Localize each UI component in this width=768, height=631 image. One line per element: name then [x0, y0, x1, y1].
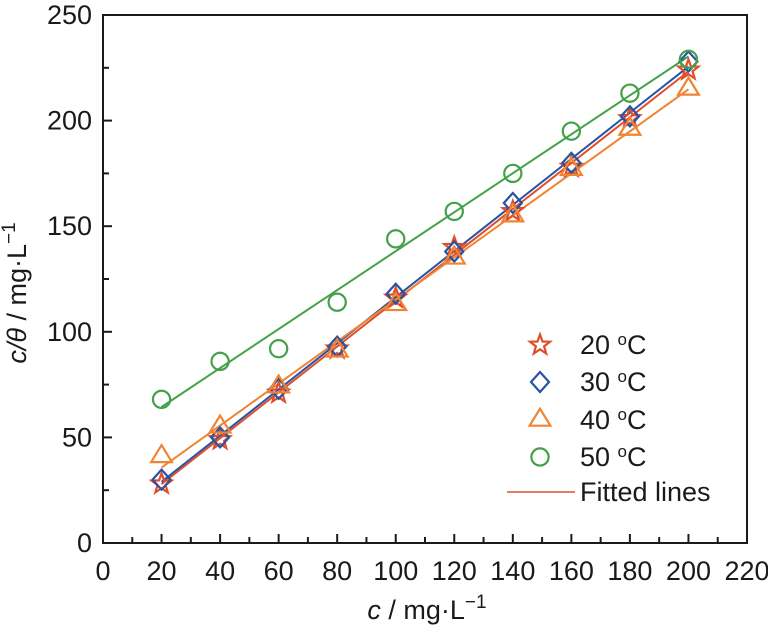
- data-point-triangle-icon: [207, 413, 233, 434]
- data-point-diamond-icon: [560, 151, 582, 175]
- data-point-triangle-icon: [500, 202, 526, 223]
- series-triangle: [149, 75, 701, 464]
- legend-label: 50 oC: [580, 442, 647, 472]
- fitted-lines: [160, 55, 690, 485]
- data-point-triangle-icon: [559, 155, 584, 176]
- data-point-triangle-icon: [441, 244, 467, 265]
- x-tick-label: 200: [666, 556, 711, 586]
- data-point-star-icon: [499, 197, 526, 223]
- x-tick-label: 80: [322, 556, 352, 586]
- legend-item-fitted-lines: Fitted lines: [507, 477, 711, 507]
- x-tick-label: 180: [607, 556, 652, 586]
- data-point-diamond-icon: [443, 239, 465, 264]
- data-point-circle-icon: [327, 292, 347, 312]
- data-point-diamond-icon: [385, 282, 407, 306]
- legend-label: Fitted lines: [580, 477, 711, 507]
- data-point-circle-icon: [620, 83, 640, 103]
- data-point-diamond-icon: [209, 425, 231, 450]
- x-tick-label: 160: [549, 556, 594, 586]
- x-axis-title: c / mg·L−1: [367, 592, 486, 625]
- data-point-circle-icon: [444, 201, 464, 222]
- y-tick-label: 100: [47, 317, 92, 347]
- series-circle: [151, 49, 699, 410]
- legend-item: 50 oC: [530, 442, 647, 472]
- legend-marker-circle-icon: [530, 447, 550, 467]
- legend-item: 40 oC: [527, 405, 647, 435]
- y-tick-label: 0: [77, 528, 92, 558]
- data-point-diamond-icon: [151, 467, 173, 492]
- y-tick-label: 50: [62, 422, 92, 452]
- y-tick-label: 200: [47, 106, 92, 136]
- legend: 20 oC 30 oC 40 oC 50 oC Fitted lines: [507, 330, 711, 507]
- x-tick-label: 140: [490, 556, 535, 586]
- axis-ticks: [102, 14, 748, 544]
- data-point-triangle-icon: [617, 115, 643, 136]
- data-point-circle-icon: [503, 163, 523, 184]
- legend-marker-triangle-icon: [527, 406, 553, 427]
- legend-marker-diamond-icon: [529, 370, 551, 394]
- data-point-circle-icon: [268, 338, 289, 359]
- x-tick-label: 60: [264, 556, 294, 586]
- legend-label: 20 oC: [580, 330, 647, 360]
- y-axis-title: c/θ / mg·L−1: [0, 222, 32, 363]
- x-tick-label: 40: [205, 556, 235, 586]
- legend-label: 40 oC: [580, 405, 647, 435]
- data-point-star-icon: [675, 56, 702, 82]
- data-point-circle-icon: [678, 49, 699, 70]
- y-tick-label: 250: [47, 0, 92, 30]
- data-point-circle-icon: [210, 351, 230, 372]
- data-point-triangle-icon: [676, 75, 701, 96]
- fit-line-diamond: [160, 65, 690, 483]
- y-tick-label: 150: [47, 211, 92, 241]
- x-tick-label: 20: [147, 556, 177, 586]
- data-point-diamond-icon: [677, 49, 699, 74]
- legend-item: 20 oC: [526, 330, 647, 360]
- x-tick-label: 120: [432, 556, 477, 586]
- fit-line-triangle: [160, 88, 690, 469]
- data-point-triangle-icon: [383, 290, 409, 312]
- data-point-circle-icon: [386, 229, 406, 249]
- data-point-circle-icon: [151, 389, 172, 410]
- legend-label: 30 oC: [580, 367, 647, 397]
- data-point-star-icon: [441, 233, 468, 259]
- data-point-circle-icon: [561, 121, 582, 141]
- data-point-diamond-icon: [619, 104, 641, 129]
- fit-line-circle: [160, 55, 690, 408]
- legend-item: 30 oC: [529, 367, 647, 397]
- x-tick-label: 100: [373, 556, 418, 586]
- data-point-triangle-icon: [266, 373, 291, 394]
- data-point-triangle-icon: [324, 337, 350, 358]
- x-tick-label: 220: [724, 556, 768, 586]
- data-point-triangle-icon: [149, 443, 174, 464]
- x-tick-label: 0: [95, 556, 110, 586]
- data-point-diamond-icon: [502, 191, 524, 215]
- legend-marker-star-icon: [526, 331, 554, 357]
